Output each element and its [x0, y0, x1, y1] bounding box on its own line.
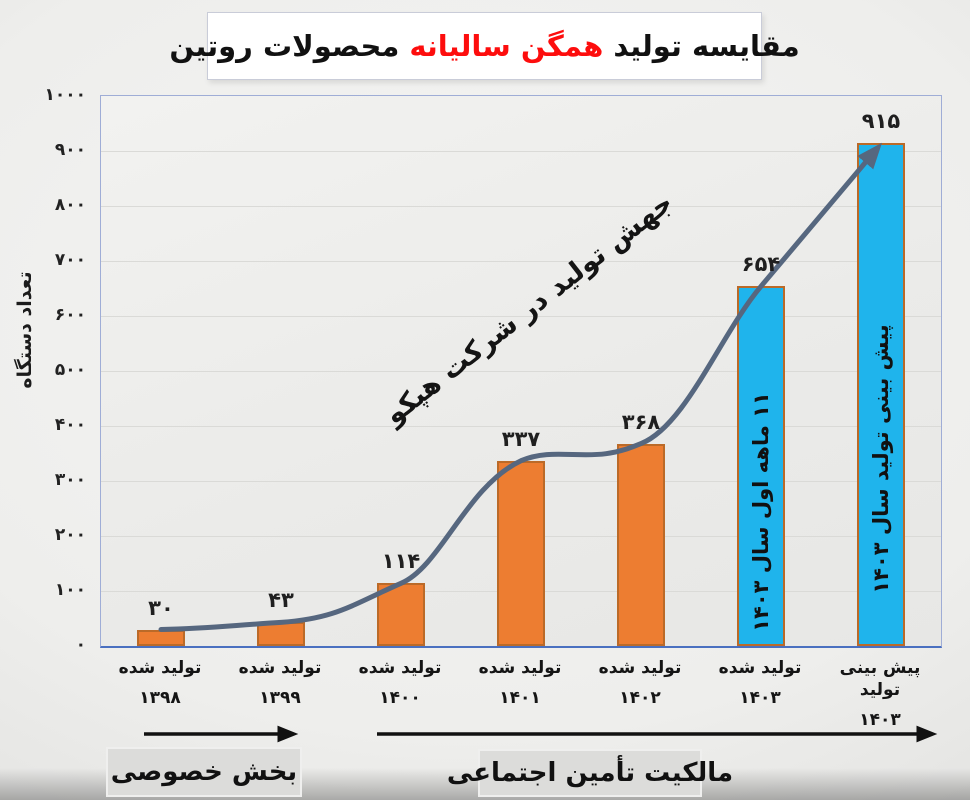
y-axis: ۰ ۱۰۰ ۲۰۰ ۳۰۰ ۴۰۰ ۵۰۰ ۶۰۰ ۷۰۰ ۸۰۰ ۹۰۰ ۱۰۰۰: [0, 85, 92, 655]
bar: [257, 622, 305, 646]
social-security-label: مالکیت تأمین اجتماعی: [447, 749, 733, 797]
social-security-arrow: [377, 725, 938, 743]
x-tick-label: تولید شده ۱۴۰۲: [580, 657, 700, 731]
x-tick-label: تولید شده ۱۴۰۰: [340, 657, 460, 731]
bar-value-label: ۳۶۸: [621, 409, 661, 434]
x-tick-line1: تولید شده: [598, 658, 682, 678]
x-tick-year: ۱۴۰۲: [619, 688, 661, 708]
x-tick-line1: تولید شده: [358, 658, 442, 678]
bar-value-label: ۶۵۴: [741, 252, 781, 277]
plot-area: ۱۱ ماهه اول سال ۱۴۰۳ پیش بینی تولید سال ۱…: [100, 95, 942, 648]
x-tick-label: تولید شده ۱۴۰۳: [700, 657, 820, 731]
y-tick-label: ۸۰۰: [54, 195, 86, 215]
x-tick-label: پیش بینی تولید ۱۴۰۳: [820, 657, 940, 731]
x-tick-year: ۱۳۹۸: [139, 688, 181, 708]
bar: [137, 629, 185, 646]
title-text-black: محصولات روتین: [169, 29, 400, 63]
y-tick-label: ۴۰۰: [54, 415, 86, 435]
y-tick-label: ۰: [75, 635, 86, 655]
x-tick-year: ۱۳۹۹: [259, 688, 301, 708]
bar: [617, 443, 665, 646]
x-tick-year: ۱۴۰۳: [859, 710, 901, 730]
bar-inner-label: پیش بینی تولید سال ۱۴۰۳: [869, 324, 893, 594]
bar-value-label: ۳۳۷: [501, 426, 541, 451]
bar-inner-label: ۱۱ ماهه اول سال ۱۴۰۳: [749, 392, 773, 633]
gridline: [101, 371, 941, 372]
private-sector-arrow: [144, 725, 299, 743]
y-tick-label: ۱۰۰: [54, 580, 86, 600]
x-tick-line1: تولید شده: [118, 658, 202, 678]
y-tick-label: ۱۰۰۰: [44, 85, 86, 105]
chart-title: مقایسه تولید همگن سالیانه محصولات روتین: [169, 12, 800, 80]
bar: ۱۱ ماهه اول سال ۱۴۰۳: [737, 286, 785, 646]
x-tick-label: تولید شده ۱۳۹۸: [100, 657, 220, 731]
y-tick-label: ۵۰۰: [54, 360, 86, 380]
bar-value-label: ۹۱۵: [861, 108, 901, 133]
x-tick-label: تولید شده ۱۴۰۱: [460, 657, 580, 731]
gridline: [101, 151, 941, 152]
y-tick-label: ۷۰۰: [54, 250, 86, 270]
title-text-red: سالیانه: [409, 29, 511, 63]
x-tick-label: تولید شده ۱۳۹۹: [220, 657, 340, 731]
bar: پیش بینی تولید سال ۱۴۰۳: [857, 142, 905, 646]
x-tick-year: ۱۴۰۱: [499, 688, 541, 708]
x-tick-line1: تولید شده: [238, 658, 322, 678]
y-tick-label: ۶۰۰: [54, 305, 86, 325]
bar-value-label: ۱۱۴: [381, 549, 421, 574]
title-text-red: همگن: [520, 29, 604, 63]
private-sector-label: بخش خصوصی: [106, 747, 302, 797]
y-tick-label: ۲۰۰: [54, 525, 86, 545]
bar: [377, 583, 425, 646]
y-tick-label: ۹۰۰: [54, 140, 86, 160]
bar-value-label: ۳۰: [148, 595, 174, 620]
bar: [497, 460, 545, 646]
gridline: [101, 206, 941, 207]
x-tick-line1: پیش بینی تولید: [839, 658, 921, 700]
x-axis-labels: تولید شده ۱۳۹۸ تولید شده ۱۳۹۹ تولید شده ۱۴۰۰ ت…: [100, 657, 940, 731]
x-tick-year: ۱۴۰۳: [739, 688, 781, 708]
x-tick-line1: تولید شده: [718, 658, 802, 678]
y-tick-label: ۳۰۰: [54, 470, 86, 490]
bar-value-label: ۴۳: [268, 588, 294, 613]
x-tick-year: ۱۴۰۰: [379, 688, 421, 708]
production-leap-annotation: جهش تولید در شرکت هپکو: [379, 187, 679, 431]
x-tick-line1: تولید شده: [478, 658, 562, 678]
title-text-black: مقایسه تولید: [613, 29, 800, 63]
